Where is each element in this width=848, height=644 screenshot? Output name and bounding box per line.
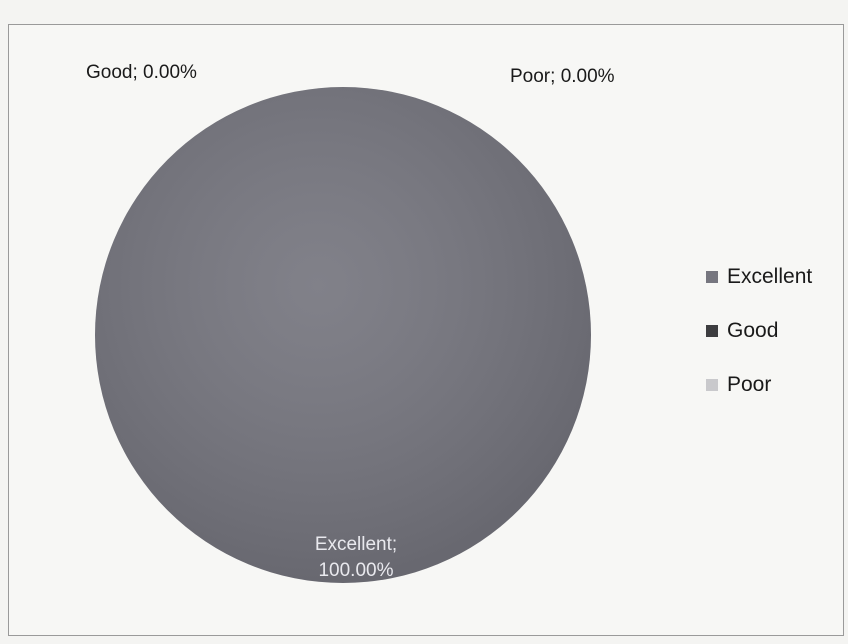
legend-swatch-good — [706, 325, 718, 337]
legend-label-excellent: Excellent — [727, 265, 813, 288]
data-label-good: Good; 0.00% — [86, 62, 197, 83]
legend-item-excellent: Excellent — [706, 250, 846, 304]
legend-swatch-poor — [706, 379, 718, 391]
data-label-excellent: Excellent; 100.00% — [290, 532, 422, 584]
legend-item-good: Good — [706, 304, 846, 358]
legend-item-poor: Poor — [706, 358, 846, 412]
data-label-excellent-value: 100.00% — [318, 560, 394, 581]
data-label-poor: Poor; 0.00% — [510, 66, 615, 87]
chart-legend: Excellent Good Poor — [706, 250, 846, 412]
data-label-excellent-name: Excellent; — [314, 534, 398, 555]
pie-slice-excellent — [95, 87, 591, 583]
legend-label-good: Good — [727, 319, 779, 342]
legend-label-poor: Poor — [727, 373, 772, 396]
legend-swatch-excellent — [706, 271, 718, 283]
